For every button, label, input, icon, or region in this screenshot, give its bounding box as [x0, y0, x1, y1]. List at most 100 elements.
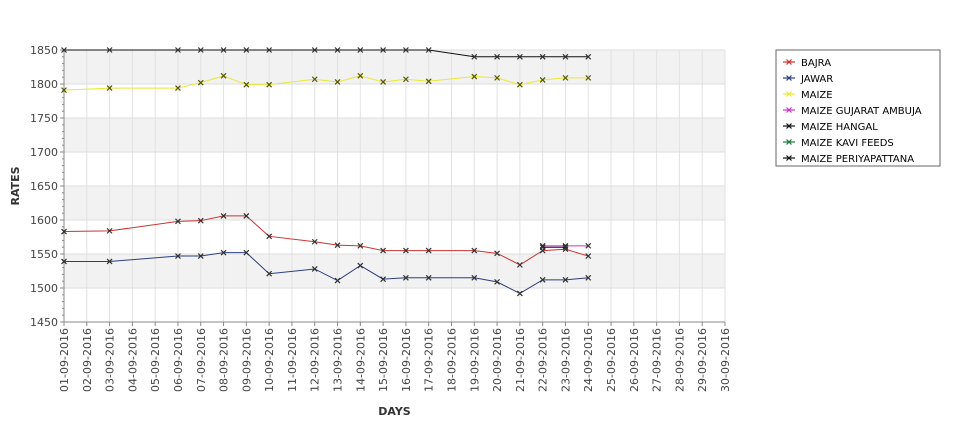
x-tick-label: 08-09-2016	[218, 328, 231, 392]
x-tick-label: 21-09-2016	[514, 328, 527, 392]
plot-band	[64, 186, 725, 220]
data-point	[471, 53, 478, 60]
plot-band	[64, 152, 725, 186]
legend-box	[775, 49, 941, 167]
x-tick-label: 07-09-2016	[195, 328, 208, 392]
legend-item: MAIZE PERIYAPATTANA	[783, 154, 914, 165]
legend-item: MAIZE HANGAL	[783, 122, 878, 133]
x-tick-label: 09-09-2016	[240, 328, 253, 392]
x-tick-label: 15-09-2016	[377, 328, 390, 392]
data-point	[61, 87, 67, 94]
y-tick-label: 1650	[30, 180, 58, 193]
series-maize	[61, 72, 592, 94]
plot-band	[64, 220, 725, 254]
data-point	[585, 253, 592, 259]
x-tick-label: 02-09-2016	[81, 328, 94, 392]
plot-band	[64, 288, 725, 322]
x-tick-label: 26-09-2016	[628, 328, 641, 392]
data-point	[539, 76, 546, 83]
series-jawar	[61, 249, 592, 297]
x-tick-label: 27-09-2016	[651, 328, 664, 392]
plot-band	[64, 118, 725, 152]
legend-label: MAIZE	[801, 90, 833, 101]
y-tick-label: 1850	[30, 44, 58, 57]
y-axis-ticks: 1450 1500 1550 1600 1650 1700 1750 1800 1850	[30, 44, 64, 329]
x-tick-label: 23-09-2016	[559, 328, 572, 392]
legend-marker	[786, 59, 792, 65]
data-point	[243, 81, 250, 88]
legend-marker	[786, 91, 792, 97]
y-tick-label: 1450	[30, 316, 58, 329]
data-point	[220, 212, 227, 219]
data-point	[494, 250, 500, 257]
data-point	[562, 53, 569, 60]
data-point	[402, 247, 409, 254]
y-tick-label: 1500	[30, 282, 58, 295]
legend-marker	[786, 75, 792, 81]
data-point	[516, 261, 523, 268]
data-point	[471, 274, 478, 281]
series-maize-hangal	[539, 244, 569, 251]
x-tick-label: 06-09-2016	[172, 328, 185, 392]
x-tick-label: 29-09-2016	[696, 328, 709, 392]
legend-marker	[786, 139, 792, 145]
x-tick-label: 11-09-2016	[286, 328, 299, 392]
plot-bands	[64, 50, 725, 322]
data-point	[175, 218, 181, 225]
legend-label: MAIZE KAVI FEEDS	[801, 138, 894, 149]
data-point	[357, 242, 364, 249]
data-point	[61, 47, 67, 53]
plot-band	[64, 84, 725, 118]
data-point	[106, 85, 113, 92]
data-point	[266, 233, 273, 240]
data-point	[266, 47, 273, 53]
x-axis-ticks: 01-09-2016 02-09-2016 03-09-2016 04-09-2016…	[58, 322, 732, 392]
x-axis-title: DAYS	[378, 405, 411, 418]
legend-item: MAIZE KAVI FEEDS	[783, 138, 894, 149]
data-point	[539, 244, 546, 251]
data-point	[311, 238, 318, 245]
x-tick-label: 14-09-2016	[354, 328, 367, 392]
legend-item: JAWAR	[783, 74, 833, 85]
data-point	[380, 47, 387, 53]
data-point	[562, 74, 569, 81]
data-point	[425, 47, 432, 53]
x-tick-label: 30-09-2016	[719, 328, 732, 392]
x-tick-label: 20-09-2016	[491, 328, 504, 392]
x-tick-label: 28-09-2016	[673, 328, 686, 392]
x-tick-label: 25-09-2016	[605, 328, 618, 392]
data-point	[311, 47, 318, 53]
data-point	[402, 76, 409, 83]
y-tick-label: 1750	[30, 112, 58, 125]
legend-label: JAWAR	[800, 74, 833, 85]
data-point	[197, 47, 204, 53]
data-point	[562, 244, 569, 251]
data-point	[471, 247, 478, 254]
x-tick-label: 18-09-2016	[445, 328, 458, 392]
data-point	[197, 79, 204, 86]
x-tick-label: 05-09-2016	[149, 328, 162, 392]
x-tick-label: 03-09-2016	[104, 328, 117, 392]
data-point	[334, 277, 341, 284]
data-point	[106, 258, 113, 265]
data-point	[425, 274, 432, 281]
data-point	[243, 249, 250, 256]
legend-item: BAJRA	[783, 58, 831, 69]
data-point	[61, 258, 67, 265]
series-bajra	[61, 212, 592, 268]
legend-label: MAIZE HANGAL	[801, 122, 878, 133]
data-point	[402, 274, 409, 281]
legend-label: BAJRA	[801, 58, 831, 69]
data-point	[562, 276, 569, 283]
series-group	[61, 47, 592, 297]
plot-band	[64, 254, 725, 288]
data-point	[539, 53, 546, 60]
data-point	[106, 47, 113, 53]
plot-band	[64, 50, 725, 84]
data-point	[516, 81, 523, 88]
data-point	[402, 47, 409, 53]
x-tick-label: 10-09-2016	[263, 328, 276, 392]
data-point	[175, 85, 181, 92]
